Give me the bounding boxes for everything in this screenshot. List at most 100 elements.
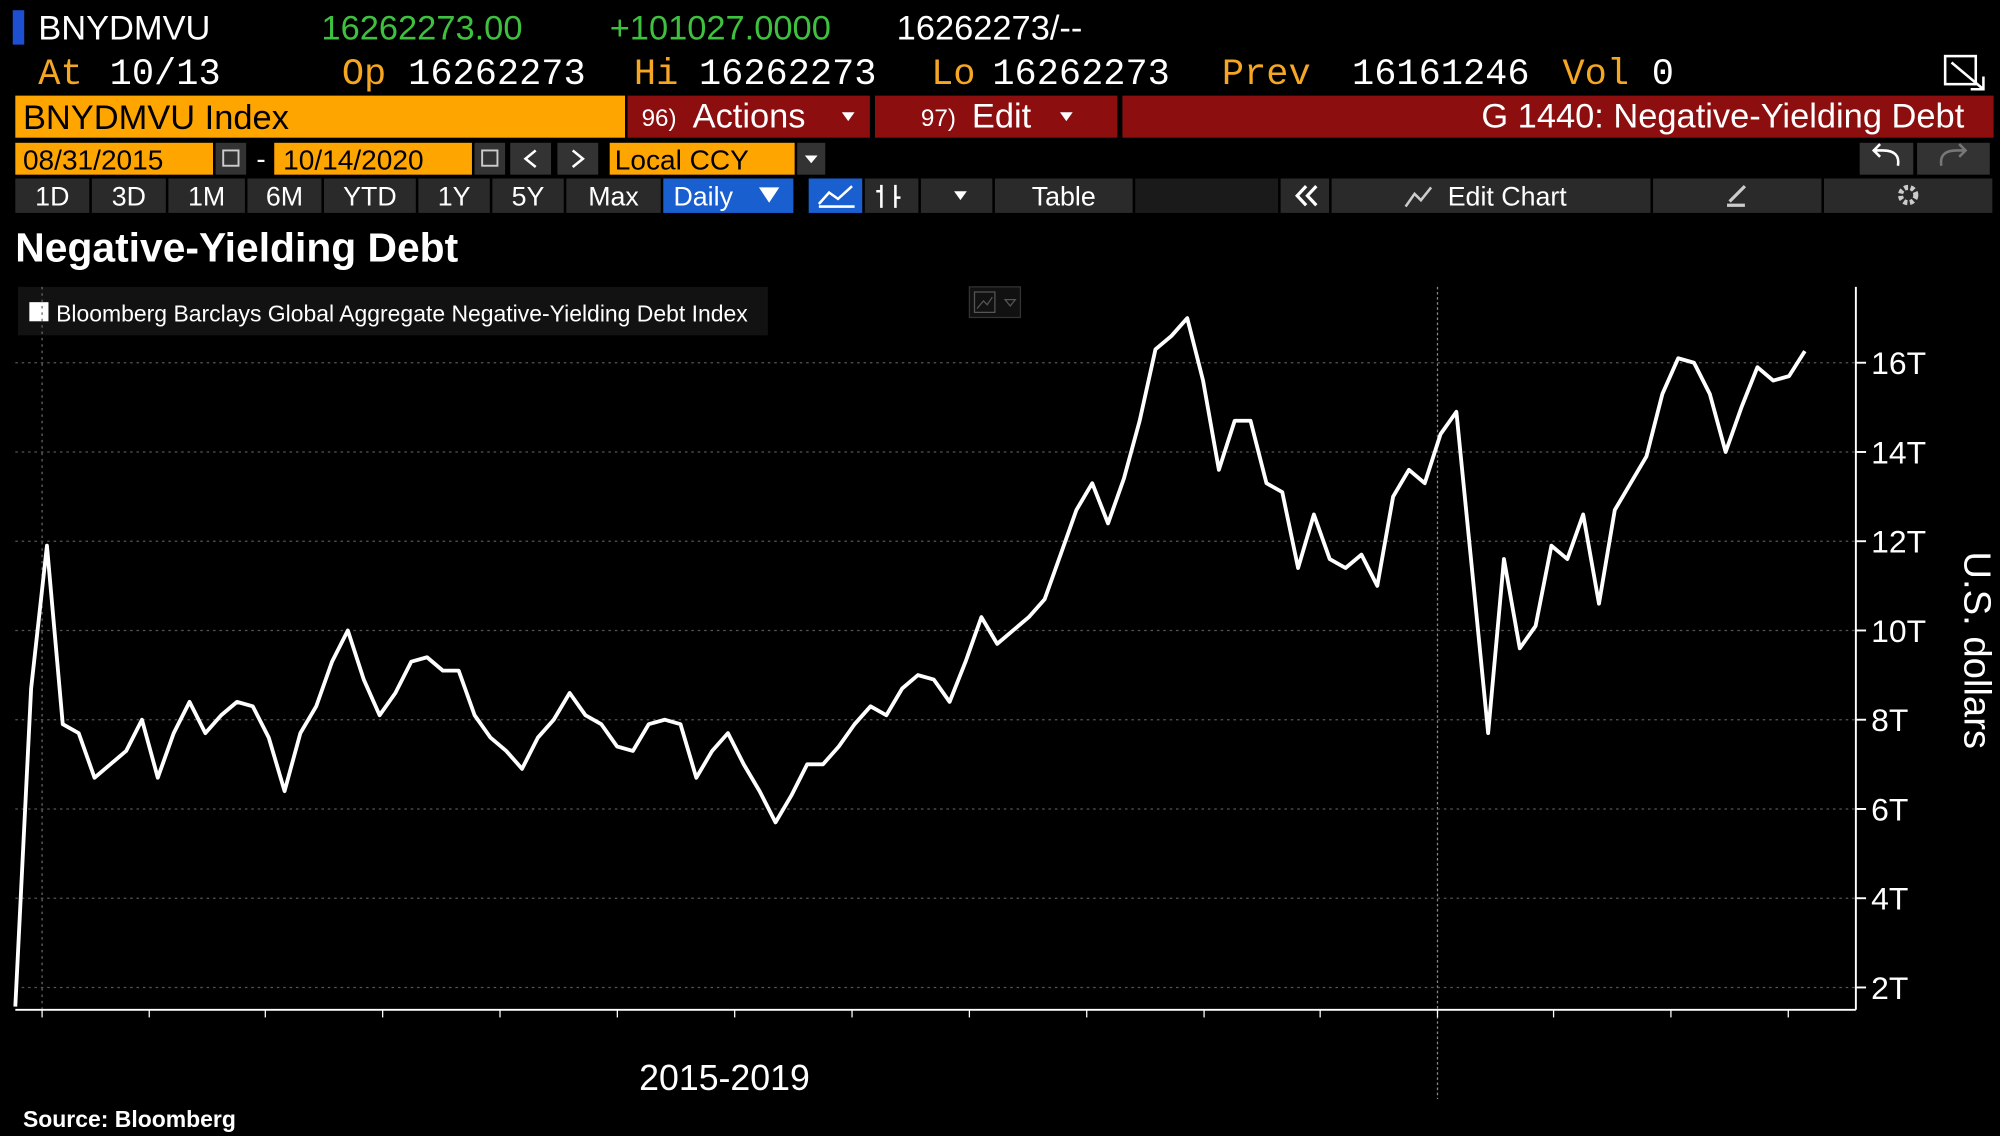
edit-chart-icon bbox=[1404, 186, 1433, 208]
calendar-glyph bbox=[222, 149, 240, 167]
y-axis-label: U.S. dollars bbox=[1955, 551, 1998, 749]
line-chart-icon bbox=[817, 185, 855, 208]
toolbar-spacer bbox=[1135, 178, 1279, 213]
collapse-button[interactable] bbox=[1280, 178, 1330, 213]
period-button[interactable] bbox=[418, 178, 490, 213]
period-button[interactable] bbox=[566, 178, 661, 213]
edit-label: Edit bbox=[972, 98, 1032, 136]
table-label: Table bbox=[1032, 181, 1096, 211]
period-buttons: 1D 3D 1M 6M YTD 1Y 5Y Max bbox=[15, 178, 661, 213]
period-button[interactable] bbox=[168, 178, 245, 213]
undo-icon bbox=[1871, 143, 1900, 166]
y-tick-label: 16T bbox=[1871, 345, 1926, 381]
next-button[interactable] bbox=[557, 142, 599, 175]
plot-area: 2T 4T 6T 8T 10T 12T 14T 16T bbox=[13, 286, 1926, 1100]
redo-button[interactable] bbox=[1917, 142, 1990, 175]
dropdown-arrow bbox=[841, 112, 855, 122]
vol-label: Vol bbox=[1563, 54, 1630, 96]
frequency: Daily bbox=[673, 181, 733, 211]
period-button[interactable] bbox=[492, 178, 564, 213]
at-value: 10/13 bbox=[110, 54, 221, 96]
period-label: 3D bbox=[112, 181, 146, 211]
last-price: 16262273.00 bbox=[321, 10, 522, 48]
edit-chart-button[interactable] bbox=[1331, 178, 1651, 213]
source: Source: Bloomberg bbox=[23, 1106, 236, 1132]
period-label: 1M bbox=[188, 181, 225, 211]
ticker: BNYDMVU bbox=[38, 10, 210, 48]
currency-box[interactable] bbox=[609, 142, 795, 175]
actions-number: 96) bbox=[642, 105, 677, 132]
redo-icon bbox=[1939, 143, 1968, 166]
period-label: YTD bbox=[343, 181, 397, 211]
bar-chart-icon bbox=[876, 184, 901, 208]
y-tick-label: 4T bbox=[1871, 881, 1908, 917]
y-tick-label: 6T bbox=[1871, 791, 1908, 827]
date-separator: - bbox=[256, 143, 265, 174]
y-tick-label: 8T bbox=[1871, 702, 1908, 738]
vol-value: 0 bbox=[1652, 54, 1674, 96]
dropdown-arrow bbox=[804, 155, 818, 164]
chart-type-dropdown[interactable] bbox=[920, 178, 993, 213]
period-button[interactable] bbox=[323, 178, 416, 213]
calendar-icon[interactable] bbox=[215, 142, 247, 175]
open-value: 16262273 bbox=[408, 54, 586, 96]
currency: Local CCY bbox=[615, 145, 749, 176]
y-tick-label: 2T bbox=[1871, 970, 1908, 1006]
prev-button[interactable] bbox=[510, 142, 552, 175]
x-axis-label: 2015-2019 bbox=[639, 1058, 810, 1098]
settings-button[interactable] bbox=[1823, 178, 1993, 213]
y-tick-label: 14T bbox=[1871, 434, 1926, 470]
high-value: 16262273 bbox=[699, 54, 877, 96]
security: BNYDMVU Index bbox=[23, 99, 289, 137]
security-box[interactable] bbox=[15, 95, 625, 138]
next-arrow bbox=[571, 149, 585, 169]
legend-label: Bloomberg Barclays Global Aggregate Nega… bbox=[56, 300, 748, 326]
period-button[interactable] bbox=[91, 178, 166, 213]
undo-button[interactable] bbox=[1859, 142, 1914, 175]
actions-button[interactable] bbox=[627, 95, 870, 138]
prev-label: Prev bbox=[1222, 54, 1311, 96]
edit-button[interactable] bbox=[875, 95, 1118, 138]
prev-arrow bbox=[523, 149, 537, 169]
high-label: Hi bbox=[634, 54, 678, 96]
table-button[interactable] bbox=[994, 178, 1133, 213]
prev-value: 16161246 bbox=[1352, 54, 1530, 96]
calendar-glyph bbox=[481, 149, 499, 167]
ticker-marker bbox=[12, 10, 25, 45]
settings-icon bbox=[1897, 184, 1919, 206]
price-change: +101027.0000 bbox=[610, 10, 831, 48]
function-title: G 1440: Negative-Yielding Debt bbox=[1481, 98, 1964, 136]
legend bbox=[17, 286, 768, 336]
end-date-box[interactable] bbox=[274, 142, 472, 175]
chart-title: Negative-Yielding Debt bbox=[15, 224, 458, 270]
dropdown-arrow bbox=[1059, 112, 1073, 122]
calendar-icon[interactable] bbox=[474, 142, 506, 175]
low-label: Lo bbox=[931, 54, 975, 96]
period-button[interactable] bbox=[15, 178, 90, 213]
start-date-box[interactable] bbox=[15, 142, 214, 175]
period-label: Max bbox=[588, 181, 639, 211]
open-label: Op bbox=[342, 54, 386, 96]
period-label: 1Y bbox=[438, 181, 471, 211]
bar-chart-button[interactable] bbox=[864, 178, 919, 213]
annotate-icon bbox=[1727, 185, 1747, 207]
dropdown-arrow bbox=[954, 191, 967, 201]
period-button[interactable] bbox=[247, 178, 322, 213]
low-value: 16262273 bbox=[992, 54, 1170, 96]
period-label: 6M bbox=[266, 181, 303, 211]
legend-swatch bbox=[29, 302, 49, 322]
period-label: 5Y bbox=[512, 181, 545, 211]
edit-number: 97) bbox=[921, 105, 956, 132]
actions-label: Actions bbox=[693, 98, 806, 136]
edit-chart-label: Edit Chart bbox=[1448, 181, 1568, 211]
period-label: 1D bbox=[35, 181, 69, 211]
popout-icon[interactable] bbox=[1943, 54, 1985, 91]
end-date: 10/14/2020 bbox=[283, 145, 423, 176]
y-tick-label: 10T bbox=[1871, 613, 1926, 649]
legend-options-icon bbox=[973, 291, 1017, 314]
function-bar bbox=[1122, 95, 1994, 138]
y-tick-label: 12T bbox=[1871, 524, 1926, 560]
bid-ask: 16262273/-- bbox=[897, 10, 1083, 48]
